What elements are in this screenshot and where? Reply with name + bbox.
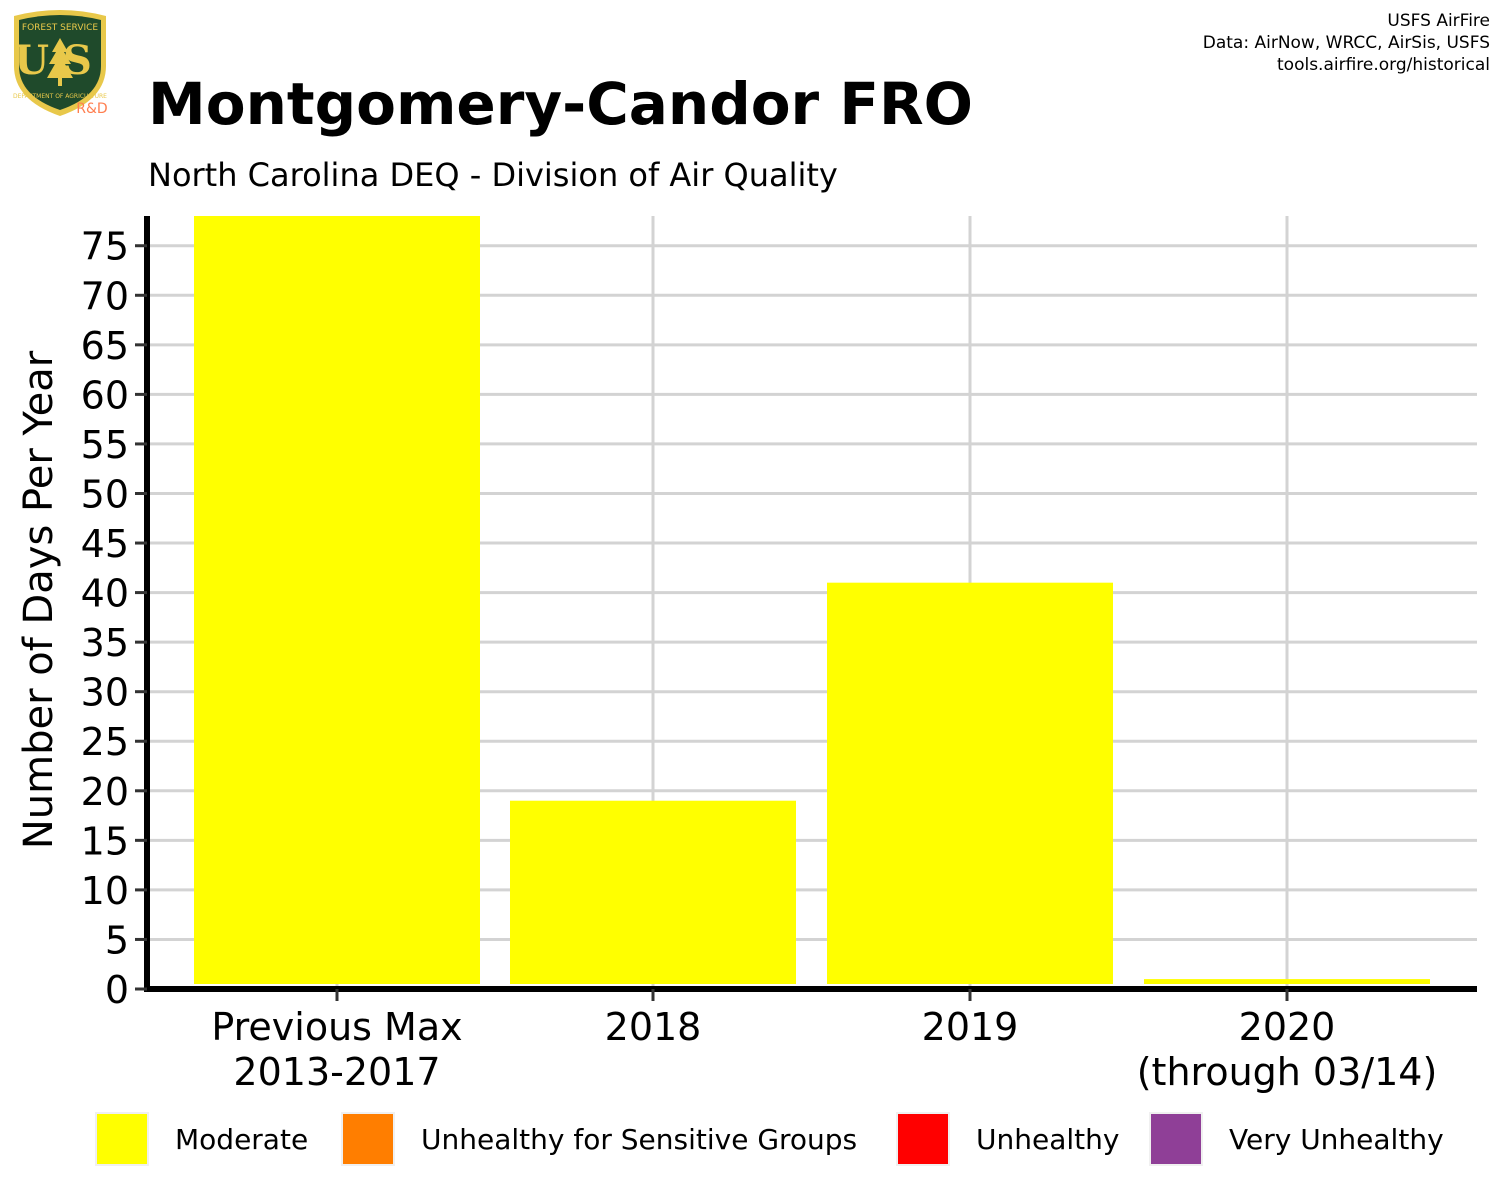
tree-icon [47,38,73,78]
forest-service-logo: FOREST SERVICE US DEPARTMENT OF AGRICULT… [13,10,108,117]
y-tick-label: 30 [81,671,129,715]
logo-bottom-text: DEPARTMENT OF AGRICULTURE [13,93,107,100]
legend-swatch [896,1112,950,1166]
credit-line: tools.airfire.org/historical [1277,55,1490,75]
tree-trunk-icon [58,78,62,86]
y-axis-ticks: 0 5 10 15 20 25 30 35 40 45 50 55 60 65 70 75 [81,225,147,1012]
x-tick-label: Previous Max [211,1005,462,1049]
legend-label: Very Unhealthy [1229,1123,1444,1156]
x-tick-label: 2019 [922,1005,1019,1049]
y-tick-label: 50 [81,472,129,516]
x-tick-label: 2020 [1239,1005,1336,1049]
y-tick-label: 75 [81,225,129,269]
y-tick-label: 5 [105,918,129,962]
y-tick-label: 55 [81,423,129,467]
legend-swatch [341,1112,395,1166]
chart-title: Montgomery-Candor FRO [148,70,973,138]
y-tick-label: 65 [81,324,129,368]
bar [194,216,480,984]
legend-label: Unhealthy for Sensitive Groups [421,1123,858,1156]
legend: Moderate Unhealthy for Sensitive Groups Un… [0,1108,1500,1172]
chart-subtitle: North Carolina DEQ - Division of Air Qua… [148,156,838,194]
x-tick-label: 2018 [605,1005,702,1049]
logo-badge: R&D [76,101,107,117]
bar [510,800,796,984]
y-tick-label: 70 [81,274,129,318]
x-tick-label: (through 03/14) [1137,1050,1438,1094]
y-tick-label: 60 [81,373,129,417]
credit-line: USFS AirFire [1387,11,1490,31]
y-tick-label: 45 [81,522,129,566]
bars [194,216,1430,984]
y-tick-label: 10 [81,869,129,913]
y-tick-label: 0 [105,968,129,1012]
bar [827,582,1113,984]
y-tick-label: 15 [81,819,129,863]
bar [1144,979,1430,984]
y-tick-label: 35 [81,621,129,665]
legend-swatch [1149,1112,1203,1166]
bar-chart: 0 5 10 15 20 25 30 35 40 45 50 55 60 65 70 75 Previous … [16,216,1477,1094]
x-tick-label: 2013-2017 [233,1050,440,1094]
y-tick-label: 40 [81,572,129,616]
credits: USFS AirFire Data: AirNow, WRCC, AirSis,… [1203,10,1490,76]
legend-label: Unhealthy [976,1123,1120,1156]
y-tick-label: 20 [81,770,129,814]
y-axis-label: Number of Days Per Year [16,350,62,849]
legend-swatch [95,1112,149,1166]
logo-top-text: FOREST SERVICE [22,23,99,33]
y-tick-label: 25 [81,720,129,764]
credit-line: Data: AirNow, WRCC, AirSis, USFS [1202,33,1490,53]
legend-label: Moderate [175,1123,309,1156]
